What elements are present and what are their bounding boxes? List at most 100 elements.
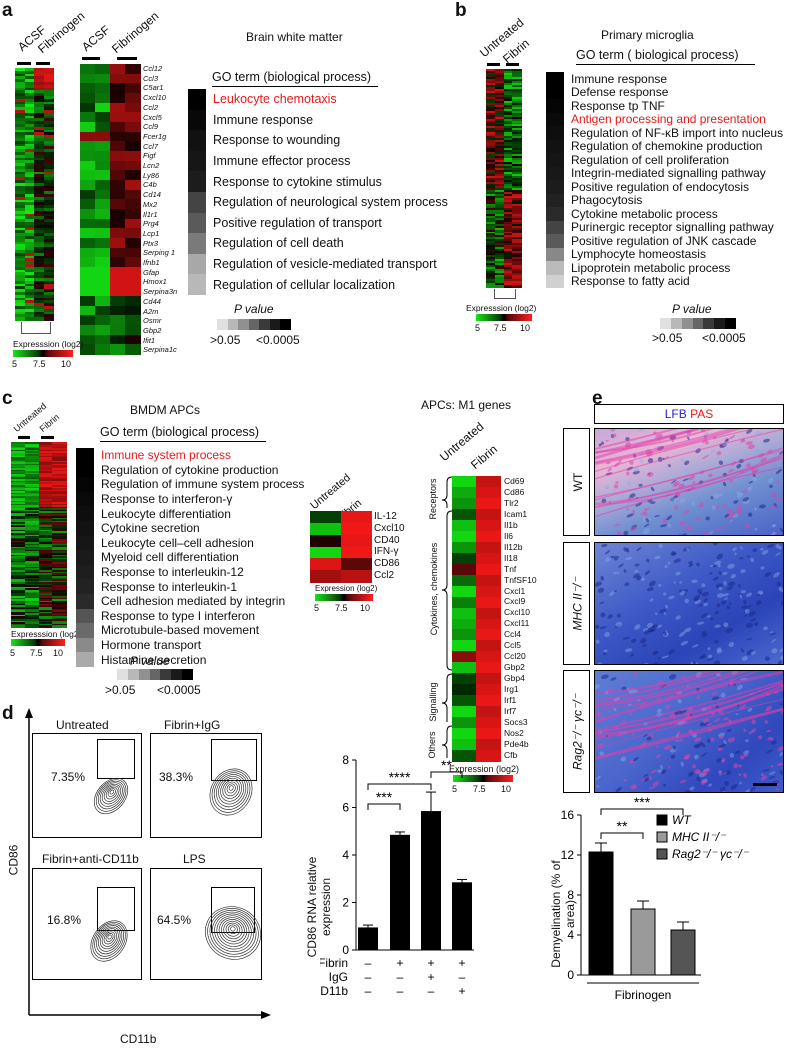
tissue-cell: [735, 750, 741, 754]
tissue-cell: [698, 604, 705, 607]
go-term-row: Immune response: [188, 109, 448, 131]
tissue-cell: [698, 592, 703, 595]
tissue-cell: [707, 615, 711, 618]
heatmap-cell: [486, 160, 496, 163]
tissue-cell: [717, 746, 723, 751]
heatmap-cell: [486, 82, 496, 86]
tissue-cell: [767, 736, 772, 741]
tissue-cell: [749, 786, 756, 792]
heatmap-cell: [38, 619, 53, 622]
heatmap-cell: [486, 128, 496, 132]
heatmap-cell: [15, 210, 26, 215]
tissue-cell: [646, 587, 655, 592]
c-m1-col-fibrin: Fibrin: [468, 441, 500, 472]
e-y-tick-label: 16: [561, 808, 575, 822]
tissue-cell: [607, 467, 613, 472]
heatmap-cell: [11, 597, 26, 600]
heatmap-cell: [52, 517, 67, 520]
tissue-cell: [743, 772, 748, 778]
c-m1-expr-label: Expression (log2): [449, 764, 520, 774]
go-term-row: Lipoprotein metabolic process: [546, 261, 783, 275]
heatmap-cell: [11, 549, 26, 553]
tissue-cell: [692, 662, 699, 664]
heatmap-cell: [34, 188, 45, 192]
heatmap-cell: [38, 523, 53, 526]
heatmap-cell: [110, 102, 126, 113]
go-term-row: Cytokine secretion: [76, 520, 304, 536]
tissue-cell: [623, 569, 627, 573]
tissue-cell: [694, 602, 697, 605]
heatmap-cell: [476, 508, 501, 521]
heatmap-cell: [52, 520, 67, 523]
heatmap-cell: [11, 596, 26, 599]
heatmap-cell: [52, 466, 67, 469]
tissue-cell: [767, 478, 773, 484]
heatmap-cell: [494, 120, 505, 124]
heatmap-cell: [125, 141, 141, 152]
heatmap-cell: [34, 196, 45, 201]
go-term-label: Hormone transport: [101, 638, 202, 653]
heatmap-cell: [24, 488, 40, 491]
a-p-label: P value: [234, 302, 274, 316]
heatmap-cell: [38, 516, 53, 519]
tissue-cell: [767, 544, 775, 548]
heatmap-cell: [125, 257, 141, 268]
heatmap-cell: [486, 281, 496, 284]
heatmap-cell: [512, 166, 522, 169]
heatmap-cell: [80, 209, 96, 220]
tissue-cell: [604, 550, 611, 555]
heatmap-cell: [34, 283, 45, 287]
tissue-cell: [722, 481, 727, 487]
tissue-cell: [772, 531, 775, 534]
heatmap-cell: [512, 82, 522, 86]
heatmap-cell: [38, 525, 53, 528]
heatmap-cell: [38, 474, 53, 477]
heatmap-cell: [503, 263, 513, 266]
heatmap-cell: [43, 140, 54, 145]
heatmap-cell: [125, 131, 141, 142]
go-pvalue-swatch: [76, 652, 94, 667]
heatmap-cell: [24, 166, 35, 170]
heatmap-cell: [15, 191, 26, 195]
go-pvalue-swatch: [76, 579, 94, 594]
heatmap-cell: [24, 482, 40, 485]
heatmap-cell: [24, 542, 40, 545]
heatmap-cell: [24, 560, 40, 563]
heatmap-cell: [125, 102, 141, 113]
d-row-mark: +: [427, 956, 434, 970]
heatmap-cell: [512, 146, 522, 149]
heatmap-cell: [34, 306, 45, 310]
heatmap-cell: [503, 247, 513, 250]
heatmap-cell: [34, 70, 45, 75]
heatmap-cell: [15, 194, 26, 198]
heatmap-cell: [494, 243, 505, 246]
flow-contour: [204, 906, 261, 960]
heatmap-cell: [38, 492, 53, 496]
go-pvalue-swatch: [76, 535, 94, 551]
heatmap-cell: [34, 143, 45, 147]
heatmap-cell: [43, 292, 54, 296]
tissue-cell: [696, 742, 704, 748]
heatmap-cell: [80, 73, 96, 84]
heatmap-cell: [24, 90, 35, 94]
tissue-cell: [770, 740, 777, 745]
go-term-row: Regulation of immune system process: [76, 477, 304, 492]
tissue-cell: [656, 708, 662, 714]
pas-streak: [595, 679, 783, 732]
go-pvalue-swatch: [188, 171, 206, 192]
tissue-cell: [669, 674, 677, 680]
go-term-label: Immune system process: [101, 448, 232, 463]
b-go-header: GO term ( biological process): [576, 48, 755, 65]
d-row-label: IgG: [329, 970, 348, 984]
heatmap-cell: [512, 245, 522, 248]
heatmap-cell: [80, 228, 96, 239]
flow-percent-fibrin-anticd11b: 16.8%: [47, 913, 82, 927]
heatmap-cell: [24, 87, 35, 91]
heatmap-cell: [24, 227, 35, 231]
heatmap-cell: [24, 132, 35, 136]
heatmap-cell: [24, 160, 35, 164]
heatmap-cell: [11, 580, 26, 583]
tissue-cell: [648, 580, 656, 587]
heatmap-cell: [503, 267, 513, 270]
heatmap-cell: [43, 233, 54, 237]
